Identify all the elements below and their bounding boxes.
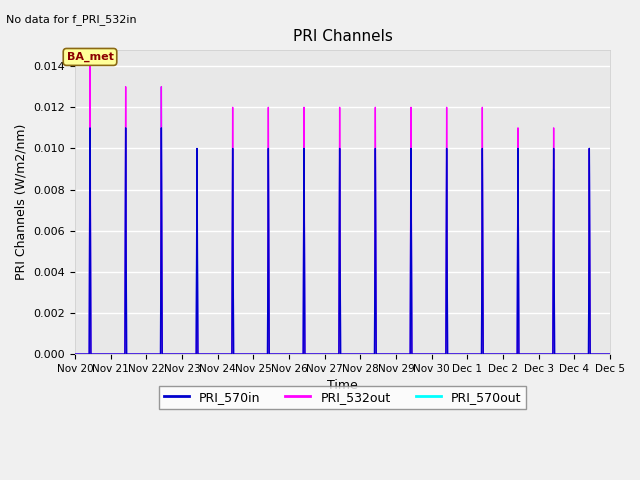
Y-axis label: PRI Channels (W/m2/nm): PRI Channels (W/m2/nm) [15,124,28,280]
Legend: PRI_570in, PRI_532out, PRI_570out: PRI_570in, PRI_532out, PRI_570out [159,386,526,409]
Text: BA_met: BA_met [67,52,113,62]
Title: PRI Channels: PRI Channels [292,29,392,44]
Text: No data for f_PRI_532in: No data for f_PRI_532in [6,14,137,25]
X-axis label: Time: Time [327,379,358,393]
